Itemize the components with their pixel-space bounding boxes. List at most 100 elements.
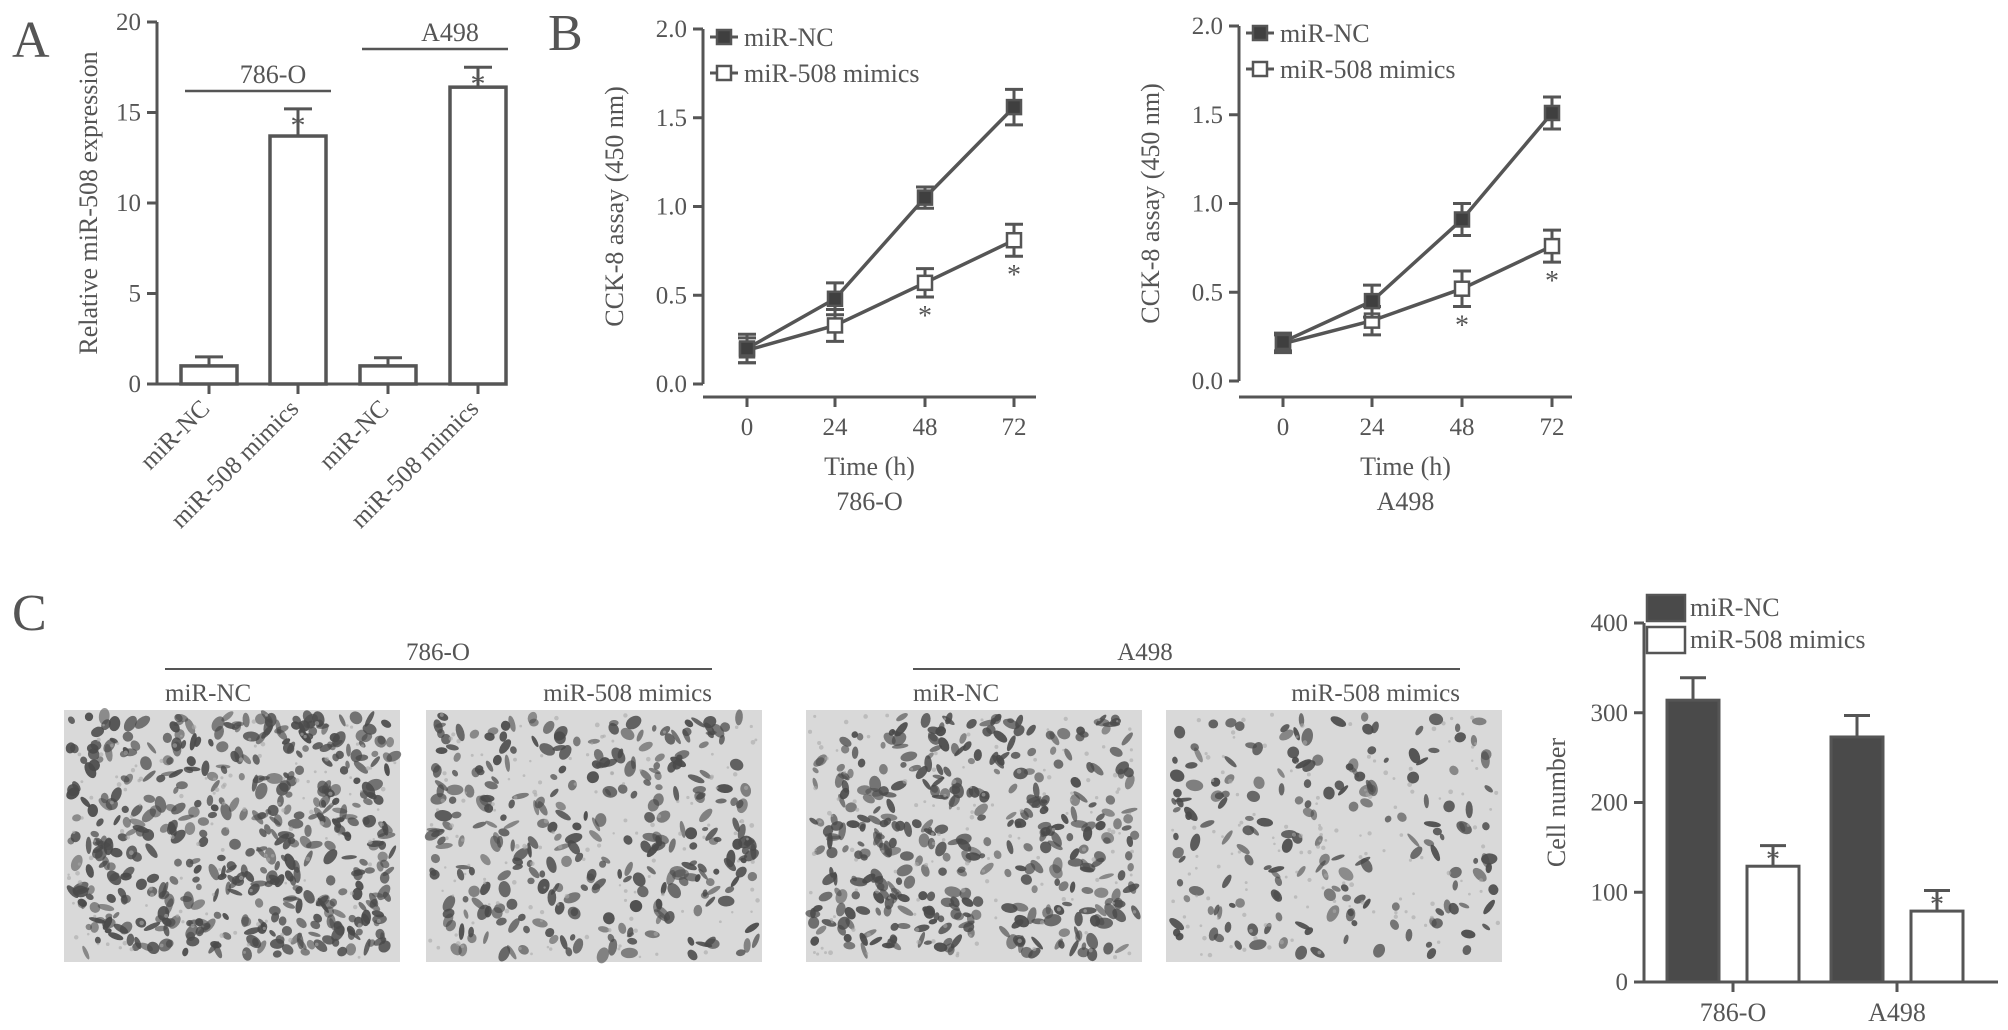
stained-cell [929, 745, 943, 753]
group-label: A498 [421, 18, 479, 47]
stained-cell [880, 813, 898, 821]
membrane-pore [956, 806, 960, 811]
stained-cell [378, 840, 387, 850]
stained-cell [586, 771, 599, 784]
stained-cell [679, 820, 686, 838]
stained-cell [933, 912, 940, 921]
membrane-pore [1399, 833, 1404, 837]
stained-cell [109, 737, 119, 744]
stained-cell [1031, 885, 1038, 894]
stained-cell [654, 771, 662, 781]
membrane-pore [429, 823, 434, 827]
stained-cell [294, 765, 305, 775]
stained-cell [922, 778, 931, 790]
stained-cell [331, 925, 345, 942]
group-a498-title: A498 [1117, 639, 1173, 666]
stained-cell [269, 938, 285, 949]
stained-cell [938, 867, 947, 876]
stained-cell [1365, 779, 1374, 793]
stained-cell [302, 710, 313, 724]
data-point-0 [1543, 104, 1561, 122]
stained-cell [993, 850, 1002, 859]
bar-1 [1909, 909, 1965, 984]
membrane-pore [460, 944, 465, 949]
stained-cell [605, 788, 612, 796]
membrane-pore [265, 857, 271, 862]
membrane-pore [528, 905, 533, 910]
stained-cell [627, 927, 634, 937]
stained-cell [741, 846, 749, 855]
stained-cell [962, 741, 972, 751]
membrane-pore [72, 830, 76, 834]
stained-cell [934, 824, 949, 835]
membrane-pore [96, 942, 100, 946]
stained-cell [382, 866, 395, 877]
membrane-pore [931, 767, 937, 772]
stained-cell [269, 930, 276, 937]
stained-cell [1244, 854, 1254, 866]
membrane-pore [633, 890, 637, 894]
membrane-pore [538, 845, 543, 850]
stained-cell [1104, 897, 1113, 906]
stained-cell [699, 769, 712, 779]
stained-cell [1256, 817, 1274, 827]
stained-cell [843, 941, 856, 950]
membrane-pore [650, 822, 655, 828]
stained-cell [70, 854, 83, 872]
membrane-pore [256, 921, 261, 927]
stained-cell [827, 832, 833, 850]
stained-cell [1234, 940, 1242, 950]
stained-cell [547, 889, 557, 906]
membrane-pore [832, 915, 836, 919]
stained-cell [1443, 899, 1452, 914]
membrane-pore [1237, 823, 1241, 827]
stained-cell [1005, 811, 1017, 820]
significance-marker: * [1545, 266, 1559, 297]
stained-cell [596, 947, 609, 964]
membrane-pore [943, 923, 948, 929]
membrane-pore [893, 869, 898, 874]
stained-cell [95, 846, 108, 862]
membrane-pore [914, 861, 919, 867]
stained-cell [705, 896, 716, 907]
membrane-pore [253, 744, 257, 748]
stained-cell [135, 878, 147, 890]
stained-cell [1428, 747, 1440, 754]
stained-cell [1291, 756, 1299, 764]
stained-cell [241, 914, 249, 928]
membrane-pore [1242, 947, 1247, 952]
bar [448, 85, 508, 386]
membrane-pore [1185, 924, 1190, 929]
stained-cell [1090, 762, 1104, 776]
x-tick-label: 72 [1540, 414, 1565, 441]
stained-cell [220, 803, 232, 821]
stained-cell [316, 723, 330, 729]
membrane-pore [690, 801, 694, 805]
membrane-pore [1364, 851, 1368, 856]
stained-cell [1319, 853, 1330, 866]
stained-cell [1023, 768, 1035, 775]
membrane-pore [1267, 923, 1272, 927]
membrane-pore [618, 884, 622, 887]
membrane-pore [1239, 820, 1244, 825]
stained-cell [729, 758, 744, 771]
stained-cell [1360, 712, 1369, 722]
stained-cell [255, 846, 268, 852]
stained-cell [822, 825, 834, 837]
membrane-pore [1263, 923, 1268, 928]
stained-cell [1242, 825, 1255, 836]
stained-cell [347, 929, 355, 941]
membrane-pore [1494, 790, 1499, 795]
x-tick-label: miR-NC [314, 395, 394, 475]
x-tick-label: 24 [823, 414, 849, 441]
membrane-pore [1315, 802, 1318, 805]
membrane-pore [1367, 831, 1372, 836]
membrane-pore [609, 771, 615, 776]
stained-cell [269, 905, 281, 916]
membrane-pore [1279, 939, 1284, 945]
stained-cell [1095, 714, 1107, 726]
membrane-pore [428, 938, 433, 943]
membrane-pore [178, 909, 183, 914]
membrane-pore [1410, 789, 1415, 794]
